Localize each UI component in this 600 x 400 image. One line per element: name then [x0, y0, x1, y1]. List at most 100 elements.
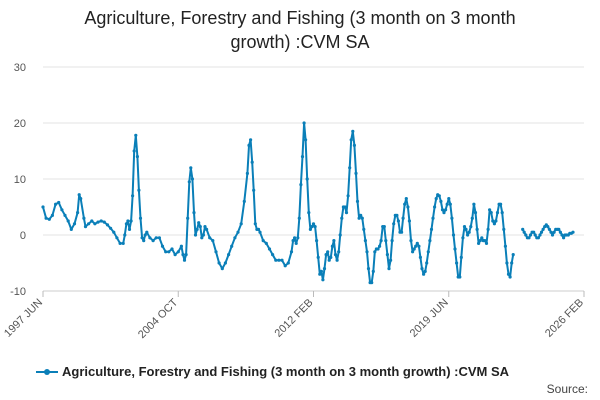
data-point[interactable] [198, 225, 202, 229]
data-point[interactable] [412, 247, 416, 251]
data-point[interactable] [355, 199, 360, 203]
data-point[interactable] [486, 227, 490, 231]
data-point[interactable] [403, 202, 407, 206]
data-point[interactable] [123, 233, 127, 237]
data-point[interactable] [480, 236, 484, 240]
data-point[interactable] [349, 138, 353, 142]
data-point[interactable] [249, 138, 253, 142]
data-point[interactable] [142, 239, 146, 243]
data-point[interactable] [396, 219, 400, 223]
data-point[interactable] [77, 193, 81, 197]
data-point[interactable] [291, 239, 295, 243]
data-point[interactable] [160, 244, 165, 248]
data-point[interactable] [102, 220, 106, 224]
data-point[interactable] [157, 236, 161, 240]
data-point[interactable] [145, 230, 149, 234]
data-point[interactable] [105, 223, 110, 227]
data-point[interactable] [311, 222, 316, 226]
data-point[interactable] [378, 244, 382, 248]
data-point[interactable] [428, 239, 432, 243]
data-point[interactable] [401, 216, 405, 220]
data-point[interactable] [72, 222, 77, 226]
data-point[interactable] [395, 213, 399, 217]
data-point[interactable] [400, 230, 404, 234]
data-point[interactable] [60, 208, 64, 212]
data-point[interactable] [99, 219, 103, 223]
data-point[interactable] [455, 261, 459, 265]
data-point[interactable] [44, 216, 48, 220]
data-point[interactable] [192, 211, 196, 215]
data-point[interactable] [69, 227, 73, 231]
data-point[interactable] [495, 211, 500, 215]
data-point[interactable] [302, 121, 306, 125]
data-point[interactable] [426, 250, 430, 254]
data-point[interactable] [418, 255, 422, 259]
data-point[interactable] [533, 233, 537, 237]
data-point[interactable] [205, 227, 209, 231]
data-point[interactable] [524, 233, 528, 237]
data-point[interactable] [491, 219, 495, 223]
data-point[interactable] [343, 205, 347, 209]
data-point[interactable] [170, 247, 174, 251]
data-point[interactable] [494, 219, 498, 223]
data-point[interactable] [562, 236, 566, 240]
data-point[interactable] [332, 239, 336, 243]
data-point[interactable] [182, 258, 187, 262]
data-point[interactable] [390, 239, 394, 243]
data-point[interactable] [200, 236, 204, 240]
data-point[interactable] [508, 275, 512, 279]
data-point[interactable] [379, 239, 383, 243]
data-point[interactable] [186, 216, 190, 220]
data-point[interactable] [322, 267, 327, 271]
data-point[interactable] [201, 233, 205, 237]
data-point[interactable] [208, 236, 212, 240]
data-point[interactable] [357, 216, 361, 220]
data-point[interactable] [195, 227, 199, 231]
data-point[interactable] [415, 241, 419, 245]
data-point[interactable] [351, 129, 355, 133]
data-point[interactable] [459, 255, 463, 259]
data-point[interactable] [462, 225, 467, 229]
data-point[interactable] [242, 199, 246, 203]
data-point[interactable] [527, 236, 531, 240]
data-point[interactable] [371, 269, 375, 273]
data-point[interactable] [264, 241, 268, 245]
data-point[interactable] [193, 233, 198, 237]
data-point[interactable] [346, 194, 350, 198]
data-point[interactable] [305, 177, 309, 181]
data-point[interactable] [433, 205, 437, 209]
data-point[interactable] [135, 155, 139, 159]
data-point[interactable] [458, 275, 462, 279]
data-point[interactable] [154, 236, 158, 240]
data-point[interactable] [382, 225, 386, 229]
data-point[interactable] [472, 202, 476, 206]
data-point[interactable] [489, 211, 493, 215]
data-point[interactable] [318, 272, 322, 276]
data-point[interactable] [389, 258, 393, 262]
data-point[interactable] [532, 230, 536, 234]
data-point[interactable] [131, 194, 135, 198]
data-point[interactable] [344, 211, 349, 215]
data-point[interactable] [360, 216, 364, 220]
data-point[interactable] [558, 230, 563, 234]
data-point[interactable] [365, 250, 369, 254]
data-point[interactable] [297, 216, 301, 220]
data-point[interactable] [406, 205, 410, 209]
data-point[interactable] [79, 197, 83, 201]
data-point[interactable] [173, 253, 177, 257]
data-point[interactable] [420, 267, 424, 271]
data-point[interactable] [57, 200, 61, 205]
data-point[interactable] [179, 244, 183, 248]
data-point[interactable] [247, 143, 251, 147]
data-point[interactable] [217, 261, 221, 265]
data-point[interactable] [326, 250, 330, 254]
data-point[interactable] [354, 171, 358, 175]
data-point[interactable] [484, 241, 489, 245]
data-point[interactable] [385, 253, 389, 257]
data-point[interactable] [411, 250, 415, 254]
data-point[interactable] [359, 213, 363, 217]
data-point[interactable] [93, 222, 97, 226]
data-point[interactable] [340, 216, 344, 220]
data-point[interactable] [506, 272, 511, 276]
data-point[interactable] [121, 241, 125, 245]
